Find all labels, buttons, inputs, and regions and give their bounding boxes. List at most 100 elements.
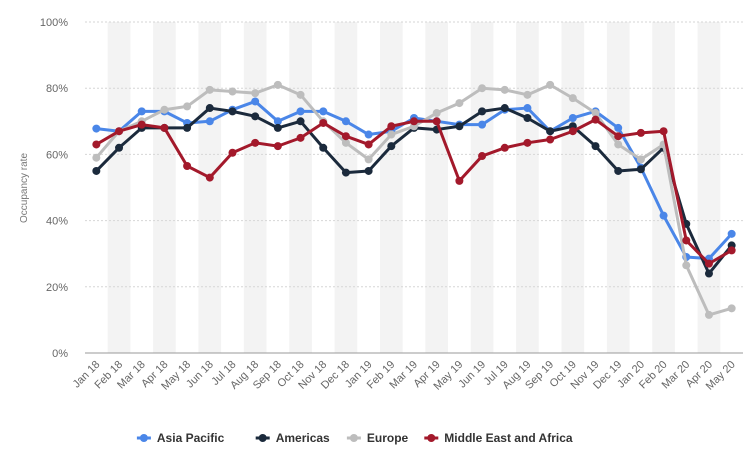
data-point[interactable] [614, 132, 623, 141]
data-point[interactable] [183, 123, 192, 132]
data-point[interactable] [137, 107, 146, 116]
data-point[interactable] [387, 122, 396, 131]
data-point[interactable] [591, 115, 600, 124]
data-point[interactable] [500, 85, 509, 94]
legend-item-middle-east-and-africa[interactable]: Middle East and Africa [424, 431, 573, 445]
data-point[interactable] [455, 176, 464, 185]
data-point[interactable] [568, 94, 577, 103]
data-point[interactable] [251, 138, 260, 147]
data-point[interactable] [727, 229, 736, 238]
legend-item-asia-pacific[interactable]: Asia Pacific [136, 431, 225, 445]
legend-marker [427, 434, 436, 442]
data-point[interactable] [92, 124, 101, 133]
data-point[interactable] [636, 155, 645, 164]
data-point[interactable] [591, 109, 600, 118]
data-point[interactable] [546, 80, 555, 89]
data-point[interactable] [341, 168, 350, 177]
data-point[interactable] [205, 85, 214, 94]
data-point[interactable] [92, 166, 101, 175]
data-point[interactable] [228, 148, 237, 157]
legend-label: Europe [367, 431, 409, 445]
data-point[interactable] [704, 269, 713, 278]
data-point[interactable] [251, 97, 260, 106]
data-point[interactable] [364, 166, 373, 175]
data-point[interactable] [251, 89, 260, 98]
data-point[interactable] [523, 104, 532, 113]
data-point[interactable] [546, 135, 555, 144]
data-point[interactable] [523, 138, 532, 147]
data-point[interactable] [591, 142, 600, 151]
data-point[interactable] [115, 127, 124, 136]
data-point[interactable] [205, 104, 214, 113]
data-point[interactable] [432, 117, 441, 126]
data-point[interactable] [704, 259, 713, 268]
data-point[interactable] [296, 107, 305, 116]
data-point[interactable] [296, 133, 305, 142]
data-point[interactable] [410, 117, 418, 126]
data-point[interactable] [478, 120, 487, 129]
data-point[interactable] [137, 120, 146, 129]
data-point[interactable] [183, 102, 192, 111]
data-point[interactable] [205, 117, 214, 126]
series-line-middle-east-and-africa [95, 118, 733, 266]
data-point[interactable] [568, 127, 577, 136]
data-point[interactable] [341, 117, 350, 126]
data-point[interactable] [228, 87, 237, 96]
data-point[interactable] [319, 118, 328, 127]
data-point[interactable] [455, 122, 464, 131]
data-point[interactable] [160, 105, 169, 114]
data-point[interactable] [341, 138, 350, 147]
data-point[interactable] [228, 107, 237, 116]
data-point[interactable] [115, 143, 124, 152]
data-point[interactable] [364, 155, 373, 164]
data-point[interactable] [92, 153, 101, 162]
data-point[interactable] [614, 140, 623, 149]
data-point[interactable] [523, 90, 532, 99]
data-point[interactable] [455, 99, 464, 108]
data-point[interactable] [546, 127, 555, 136]
data-point[interactable] [319, 143, 328, 152]
data-point[interactable] [160, 123, 169, 132]
data-point[interactable] [682, 261, 691, 270]
data-point[interactable] [251, 112, 260, 121]
data-point[interactable] [387, 130, 396, 139]
legend[interactable]: Asia Pacific Americas Europe Middle East an… [136, 431, 573, 445]
data-point[interactable] [727, 246, 736, 255]
data-point[interactable] [478, 107, 487, 116]
data-point[interactable] [659, 211, 668, 220]
data-point[interactable] [273, 117, 282, 126]
data-point[interactable] [273, 123, 282, 132]
data-point[interactable] [364, 130, 373, 139]
data-point[interactable] [92, 140, 101, 149]
data-point[interactable] [523, 113, 532, 122]
legend-item-americas[interactable]: Americas [255, 431, 330, 445]
column-band [243, 22, 267, 353]
data-point[interactable] [682, 236, 691, 245]
data-point[interactable] [296, 90, 305, 99]
data-point[interactable] [659, 127, 668, 136]
column-band [425, 22, 449, 353]
data-point[interactable] [568, 113, 577, 122]
data-point[interactable] [387, 142, 396, 151]
data-point[interactable] [364, 140, 373, 149]
data-point[interactable] [704, 310, 713, 319]
legend-item-europe[interactable]: Europe [346, 431, 409, 445]
data-point[interactable] [727, 304, 736, 313]
data-point[interactable] [205, 173, 214, 182]
data-point[interactable] [478, 152, 487, 161]
data-point[interactable] [341, 132, 350, 141]
data-point[interactable] [183, 161, 192, 170]
data-point[interactable] [500, 143, 509, 152]
data-point[interactable] [636, 128, 645, 137]
data-point[interactable] [614, 123, 623, 132]
data-point[interactable] [432, 109, 441, 118]
data-point[interactable] [500, 104, 509, 113]
data-point[interactable] [478, 84, 487, 93]
data-point[interactable] [273, 80, 282, 89]
data-point[interactable] [273, 142, 282, 151]
data-point[interactable] [636, 165, 645, 174]
data-point[interactable] [296, 117, 305, 126]
data-point[interactable] [614, 166, 623, 175]
legend-label: Americas [276, 431, 330, 445]
data-point[interactable] [319, 107, 328, 116]
